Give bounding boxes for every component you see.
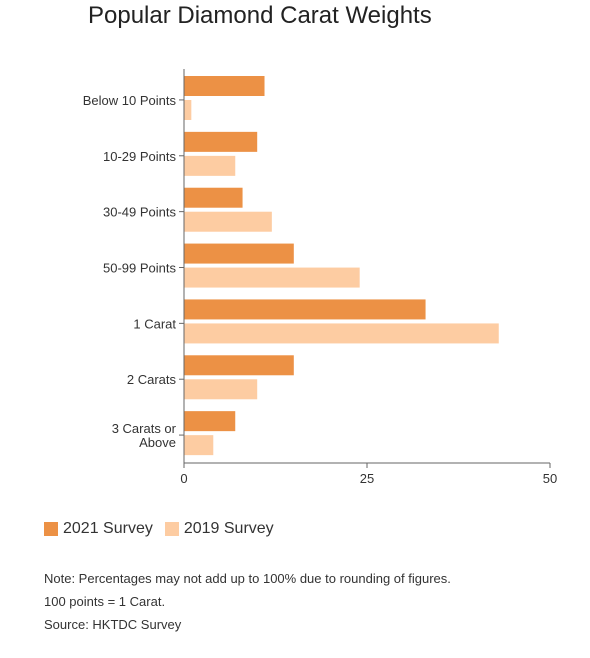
legend-swatch-2019 — [164, 522, 179, 536]
bar-2021-survey-5[interactable] — [184, 355, 294, 376]
bar-2021-survey-3[interactable] — [184, 243, 294, 264]
bar-2021-survey-6[interactable] — [184, 411, 236, 432]
chart-title: Popular Diamond Carat Weights — [88, 2, 432, 29]
y-tick-label-0: Below 10 Points — [83, 93, 177, 108]
y-tick-label-2: 30-49 Points — [103, 205, 176, 220]
bar-2019-survey-4[interactable] — [184, 323, 499, 344]
legend-item-2019[interactable]: 2019 Survey — [164, 520, 274, 538]
y-tick-label-3: 50-99 Points — [103, 261, 176, 276]
bar-2019-survey-1[interactable] — [184, 155, 236, 176]
x-tick-label-0: 0 — [180, 471, 187, 486]
bar-2021-survey-4[interactable] — [184, 299, 426, 320]
bar-2021-survey-1[interactable] — [184, 131, 258, 152]
bar-2021-survey-0[interactable] — [184, 76, 265, 96]
y-tick-label-5: 2 Carats — [127, 372, 177, 387]
legend-item-2021[interactable]: 2021 Survey — [44, 520, 153, 538]
bar-2021-survey-2[interactable] — [184, 187, 243, 208]
bar-2019-survey-6[interactable] — [184, 435, 214, 456]
y-tick-label-6-line-1: Above — [139, 435, 176, 450]
chart-notes: Note: Percentages may not add up to 100%… — [44, 567, 451, 636]
note-rounding: Note: Percentages may not add up to 100%… — [44, 571, 451, 586]
legend-label-2021: 2021 Survey — [63, 520, 153, 537]
y-tick-label-6-line-0: 3 Carats or — [112, 421, 177, 436]
bar-2019-survey-5[interactable] — [184, 379, 258, 400]
bar-chart: Below 10 Points 10-29 Points 30-49 Points 5… — [83, 69, 557, 486]
x-tick-label-1: 25 — [360, 471, 374, 486]
bar-2019-survey-0[interactable] — [184, 100, 192, 120]
y-tick-label-1: 10-29 Points — [103, 149, 176, 164]
bar-2019-survey-3[interactable] — [184, 267, 360, 288]
legend-swatch-2021 — [44, 522, 58, 536]
legend: 2021 Survey 2019 Survey — [44, 520, 286, 538]
y-tick-label-4: 1 Carat — [133, 316, 176, 331]
note-points: 100 points = 1 Carat. — [44, 594, 166, 609]
x-tick-label-2: 50 — [543, 471, 557, 486]
note-source: Source: HKTDC Survey — [44, 617, 182, 632]
legend-label-2019: 2019 Survey — [183, 520, 274, 537]
bar-2019-survey-2[interactable] — [184, 211, 272, 232]
